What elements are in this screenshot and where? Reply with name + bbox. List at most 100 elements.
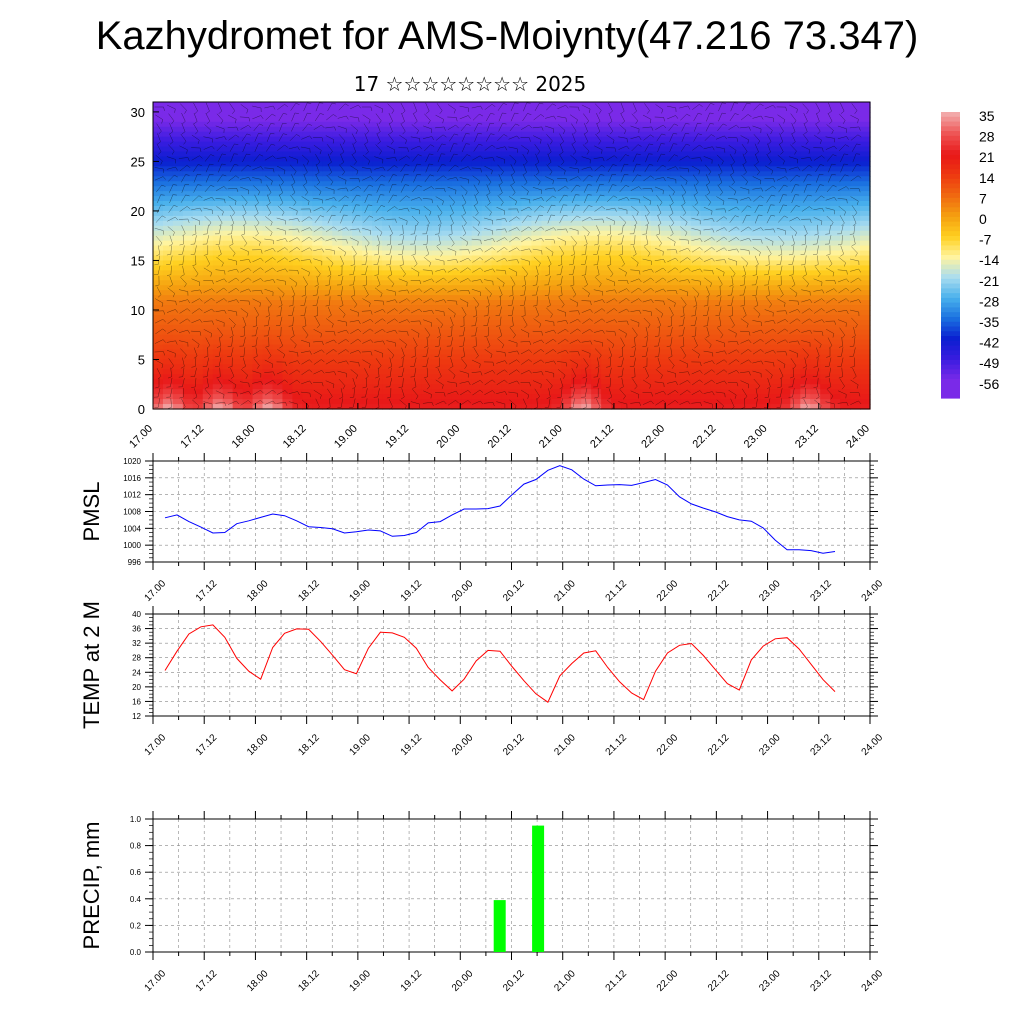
colorbar-label: -35	[979, 314, 999, 330]
grid	[152, 460, 871, 563]
colorbar-band	[941, 316, 960, 323]
x-tick-label: 23.12	[808, 968, 834, 994]
y-tick-label: 16	[132, 697, 141, 706]
colorbar-label: -49	[979, 355, 999, 371]
y-tick-label: 5	[138, 352, 145, 367]
x-tick-label: 19.12	[399, 732, 425, 758]
y-tick-label: 0.6	[130, 868, 142, 877]
colorbar-band	[941, 145, 960, 151]
x-tick-label: 22.12	[706, 578, 732, 604]
y-tick-label: 0.0	[130, 948, 142, 957]
x-tick-label: 20.12	[501, 578, 527, 604]
colorbar-label: 7	[979, 190, 987, 206]
colorbar-band	[941, 255, 960, 261]
y-tick-label: 0.8	[130, 842, 142, 851]
x-tick-label: 19.00	[332, 423, 360, 451]
colorbar-band	[941, 231, 960, 237]
colorbar-band	[941, 331, 960, 337]
precip-panel: 0.0 0.2 0.4 0.6 0.8 1.0 17.00 17.12 18.00 18.12 19…	[79, 811, 885, 994]
colorbar-band	[941, 283, 960, 289]
x-tick-label: 21.00	[537, 423, 565, 451]
colorbar: 35 28 21 14 7 0 -7 -14 -21 -28 -35 -42 -49 -56	[941, 108, 999, 399]
colorbar-band	[941, 164, 960, 170]
x-tick-label: 18.00	[245, 968, 271, 994]
y-tick-label: 0.2	[130, 921, 142, 930]
colorbar-label: 35	[979, 108, 995, 124]
x-tick-label: 17.12	[194, 578, 220, 604]
colorbar-band	[941, 359, 960, 366]
temperature-heatmap	[153, 102, 871, 410]
x-tick-label: 17.00	[143, 968, 169, 994]
colorbar-label: 28	[979, 129, 995, 145]
colorbar-band	[941, 207, 960, 213]
y-tick-label: 1020	[123, 457, 141, 466]
colorbar-band	[941, 297, 960, 304]
x-tick-label: 20.00	[450, 578, 476, 604]
pmsl-panel: 996 1000 1004 1008 1012 1016 1020 17.00 17.12 18.…	[79, 453, 885, 604]
colorbar-band	[941, 154, 960, 161]
x-tick-label: 24.00	[860, 968, 886, 994]
x-tick-label: 22.00	[639, 423, 667, 451]
x-tick-label: 21.12	[604, 968, 630, 994]
x-tick-label: 17.00	[143, 732, 169, 758]
temp-panel: 12 16 20 24 28 32 36 40 17.00 17.12 18.00 18.12 19.0…	[79, 601, 885, 758]
x-tick-label: 21.00	[552, 968, 578, 994]
x-tick-label: 20.00	[450, 968, 476, 994]
y-tick-label: 20	[131, 204, 145, 219]
colorbar-band	[941, 336, 960, 342]
colorbar-band	[941, 202, 960, 208]
y-tick-label: 30	[131, 105, 145, 120]
x-tick-label: 18.00	[245, 578, 271, 604]
cross-section-panel: 0 5 10 15 20 25 30 17.00 17.12 18.00 18.12 19.00 19.…	[127, 101, 872, 451]
x-tick-label: 19.12	[399, 578, 425, 604]
y-axis-title: PRECIP, mm	[79, 822, 104, 950]
colorbar-band	[941, 112, 960, 118]
x-tick-label: 17.12	[194, 968, 220, 994]
y-tick-label: 1000	[123, 541, 141, 550]
y-tick-label: 25	[131, 154, 145, 169]
x-tick-label: 22.00	[655, 968, 681, 994]
colorbar-band	[941, 245, 960, 251]
y-tick-label: 20	[132, 683, 141, 692]
x-tick-label: 24.00	[844, 423, 872, 451]
x-tick-label: 19.00	[348, 578, 374, 604]
colorbar-band	[941, 312, 960, 318]
colorbar-band	[941, 393, 960, 399]
x-tick-label: 22.12	[691, 423, 719, 451]
colorbar-band	[941, 321, 960, 328]
chart-title: Kazhydromet for AMS-Moiynty(47.216 73.34…	[95, 14, 919, 58]
y-tick-label: 0.4	[130, 895, 142, 904]
y-tick-label: 1008	[123, 508, 141, 517]
colorbar-band	[941, 345, 960, 351]
wind-barbs	[153, 102, 862, 410]
x-tick-label: 21.12	[588, 423, 616, 451]
pmsl-series-line	[164, 465, 836, 554]
y-tick-label: 32	[132, 639, 141, 648]
y-tick-label: 15	[131, 253, 145, 268]
y-tick-label: 40	[132, 610, 141, 619]
x-tick-label: 20.12	[501, 968, 527, 994]
x-tick-label: 17.00	[143, 578, 169, 604]
y-tick-label: 10	[131, 303, 145, 318]
x-tick-label: 23.00	[757, 732, 783, 758]
x-tick-label: 21.12	[604, 578, 630, 604]
x-tick-label: 23.12	[808, 578, 834, 604]
colorbar-band	[941, 131, 960, 137]
colorbar-band	[941, 269, 960, 275]
x-tick-label: 20.00	[450, 732, 476, 758]
x-tick-label: 23.00	[757, 578, 783, 604]
x-tick-label: 19.00	[348, 732, 374, 758]
colorbar-band	[941, 374, 960, 380]
colorbar-label: 21	[979, 149, 995, 165]
colorbar-band	[941, 216, 960, 223]
y-axis-title: PMSL	[79, 482, 104, 542]
x-tick-label: 22.12	[706, 732, 732, 758]
x-tick-label: 22.00	[655, 578, 681, 604]
x-tick-label: 18.12	[281, 423, 309, 451]
colorbar-band	[941, 212, 960, 218]
y-tick-label: 36	[132, 625, 141, 634]
colorbar-band	[941, 302, 960, 309]
colorbar-band	[941, 264, 960, 270]
colorbar-band	[941, 235, 960, 242]
